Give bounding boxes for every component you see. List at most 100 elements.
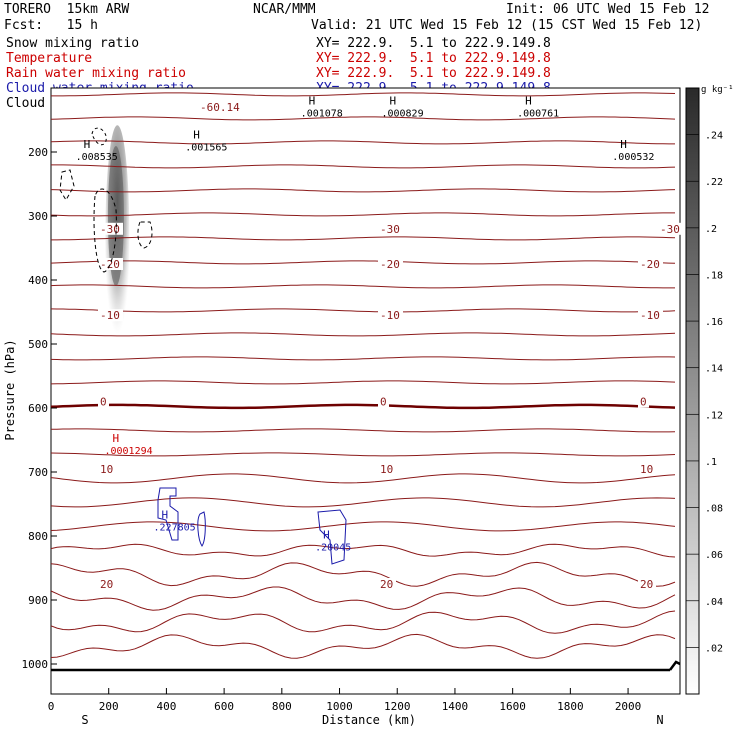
colorbar-tick-label: .12	[705, 410, 723, 421]
x-tick-label: 1200	[384, 700, 411, 713]
isotherm-label: -20	[640, 258, 660, 271]
isotherm-label: -20	[100, 258, 120, 271]
extremum-label: .000532	[612, 152, 654, 163]
extremum-marker: H	[162, 509, 169, 522]
x-tick-label: 1600	[499, 700, 526, 713]
isotherm-label: 10	[100, 463, 113, 476]
x-end-label-north: N	[656, 713, 663, 727]
cloudwater-contour	[317, 509, 347, 565]
cloudwater-contour	[197, 511, 206, 547]
init-time: Init: 06 UTC Wed 15 Feb 12	[506, 2, 710, 17]
x-tick-label: 1000	[326, 700, 353, 713]
isotherm-label: 10	[380, 463, 393, 476]
isotherm-line	[50, 452, 676, 457]
colorbar-unit: g kg⁻¹	[701, 85, 734, 95]
extremum-marker: H	[84, 138, 91, 151]
x-axis-title: Distance (km)	[322, 713, 416, 727]
isotherm-label: -10	[640, 309, 660, 322]
y-tick-label: 500	[28, 338, 48, 351]
legend-cloudice-xy: XY= 222.9. 5.1 to 222.9.149.8	[316, 96, 551, 111]
isotherm-line	[50, 610, 676, 634]
isotherm-label: 10	[640, 463, 653, 476]
snow-core	[107, 146, 124, 286]
isotherm-line	[50, 116, 676, 121]
y-tick-label: 800	[28, 530, 48, 543]
isotherm-label: -10	[380, 309, 400, 322]
x-tick-label: 1400	[442, 700, 469, 713]
terrain-rise	[669, 660, 681, 671]
extremum-label: .008535	[76, 152, 118, 163]
y-tick-label: 600	[28, 402, 48, 415]
y-tick-label: 400	[28, 274, 48, 287]
cloudwater-contour	[157, 487, 179, 541]
extremum-label: .001565	[185, 143, 227, 154]
legend-rain-xy: XY= 222.9. 5.1 to 222.9.149.8	[316, 66, 551, 81]
isotherm-label: 20	[380, 578, 393, 591]
forecast-hour: Fcst: 15 h	[4, 18, 98, 33]
legend-rain-label: Rain water mixing ratio	[6, 66, 187, 81]
colorbar-tick-label: .24	[705, 131, 723, 142]
extremum-marker: H	[323, 529, 330, 542]
isotherm-line	[50, 543, 676, 558]
legend-temperature-xy: XY= 222.9. 5.1 to 222.9.149.8	[316, 51, 551, 66]
x-tick-label: 200	[99, 700, 119, 713]
isotherm-line	[50, 140, 675, 145]
colorbar-tick-label: .14	[705, 364, 723, 375]
plot-frame	[50, 87, 681, 695]
colorbar-tick-label: .06	[705, 550, 723, 561]
isotherm-line	[50, 586, 676, 611]
isotherm-line	[50, 428, 676, 433]
snow-contour	[59, 169, 75, 201]
colorbar-tick-label: .2	[705, 224, 717, 235]
isotherm-line	[50, 188, 676, 193]
isotherm-line	[50, 284, 675, 289]
isotherm-line	[50, 308, 676, 313]
snow-contour	[93, 188, 117, 273]
x-tick-label: 0	[48, 700, 55, 713]
colorbar-tick-label: .22	[705, 177, 723, 188]
isotherm-line	[50, 260, 676, 265]
extremum-label: .20045	[315, 543, 351, 554]
y-tick-label: 200	[28, 146, 48, 159]
x-tick-label: 800	[272, 700, 292, 713]
colorbar	[685, 87, 700, 695]
extremum-marker: H	[193, 129, 200, 142]
x-tick-label: 2000	[615, 700, 642, 713]
isotherm-label: -10	[100, 309, 120, 322]
isotherm-line	[50, 403, 676, 410]
colorbar-tick-label: .08	[705, 504, 723, 515]
isotherm-line	[50, 332, 676, 337]
colorbar-tick-label: .02	[705, 643, 723, 654]
isotherm-line	[51, 236, 676, 241]
legend-snow-xy: XY= 222.9. 5.1 to 222.9.149.8	[316, 36, 551, 51]
colorbar-tick-label: .16	[705, 317, 723, 328]
ice-contour	[91, 127, 107, 146]
isotherm-line	[50, 473, 676, 484]
extremum-marker: H	[112, 432, 119, 445]
extremum-marker: H	[620, 138, 627, 151]
extremum-label: .0001294	[104, 446, 152, 457]
legend-cloudwater-xy: XY= 222.9. 5.1 to 222.9.149.8	[316, 81, 551, 96]
legend-snow-label: Snow mixing ratio	[6, 36, 140, 51]
y-tick-label: 300	[28, 210, 48, 223]
org-title: NCAR/MMM	[253, 2, 316, 17]
colorbar-tick-label: .18	[705, 270, 723, 281]
isotherm-label: -30	[380, 223, 400, 236]
snow-shading	[105, 125, 130, 346]
isotherm-label: 0	[640, 396, 647, 409]
legend-cloudwater-label: Cloud water mixing ratio	[6, 81, 194, 96]
y-tick-label: 700	[28, 466, 48, 479]
isotherm-line	[51, 164, 676, 169]
y-tick-label: 900	[28, 594, 48, 607]
isotherm-line	[50, 380, 676, 385]
isotherm-line	[50, 521, 676, 532]
x-tick-label: 600	[214, 700, 234, 713]
x-end-label-south: S	[81, 713, 88, 727]
isotherm-label: -30	[660, 223, 680, 236]
isotherm-label: -60.14	[200, 101, 240, 114]
model-title: TORERO 15km ARW	[4, 2, 130, 17]
isotherm-line	[50, 633, 676, 659]
isotherm-label: 20	[100, 578, 113, 591]
isotherm-label: 0	[100, 396, 107, 409]
